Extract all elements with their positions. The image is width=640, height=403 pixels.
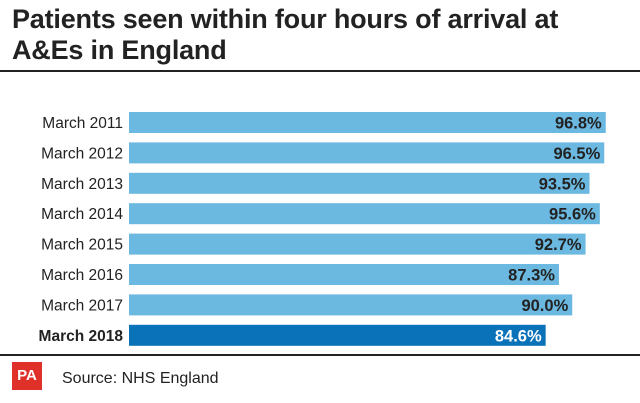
pa-logo: PA: [12, 362, 42, 390]
value-label: 96.5%: [553, 145, 600, 163]
value-label: 92.7%: [535, 236, 582, 254]
bar: [129, 264, 559, 285]
category-label: March 2017: [41, 297, 123, 314]
bar: [129, 142, 605, 164]
source-note: Source: NHS England: [62, 370, 219, 387]
category-label: March 2012: [41, 145, 123, 162]
value-label: 93.5%: [539, 175, 586, 193]
title-divider: [0, 70, 640, 72]
category-label: March 2013: [41, 176, 123, 193]
bar: [129, 324, 546, 346]
value-label: 84.6%: [495, 327, 542, 345]
category-label: March 2018: [39, 328, 124, 345]
value-label: 95.6%: [549, 206, 596, 224]
chart-title: Patients seen within four hours of arriv…: [12, 4, 559, 65]
footer-divider: [0, 354, 640, 356]
bar: [129, 294, 573, 316]
bar: [129, 203, 600, 225]
bar: [129, 172, 590, 194]
category-label: March 2014: [41, 206, 123, 223]
bar: [129, 233, 586, 255]
category-label: March 2015: [41, 237, 123, 254]
category-label: March 2016: [41, 267, 123, 284]
category-label: March 2011: [42, 115, 123, 132]
value-label: 90.0%: [521, 297, 568, 315]
bar: [129, 112, 606, 133]
value-label: 96.8%: [555, 115, 602, 133]
value-label: 87.3%: [508, 267, 555, 285]
